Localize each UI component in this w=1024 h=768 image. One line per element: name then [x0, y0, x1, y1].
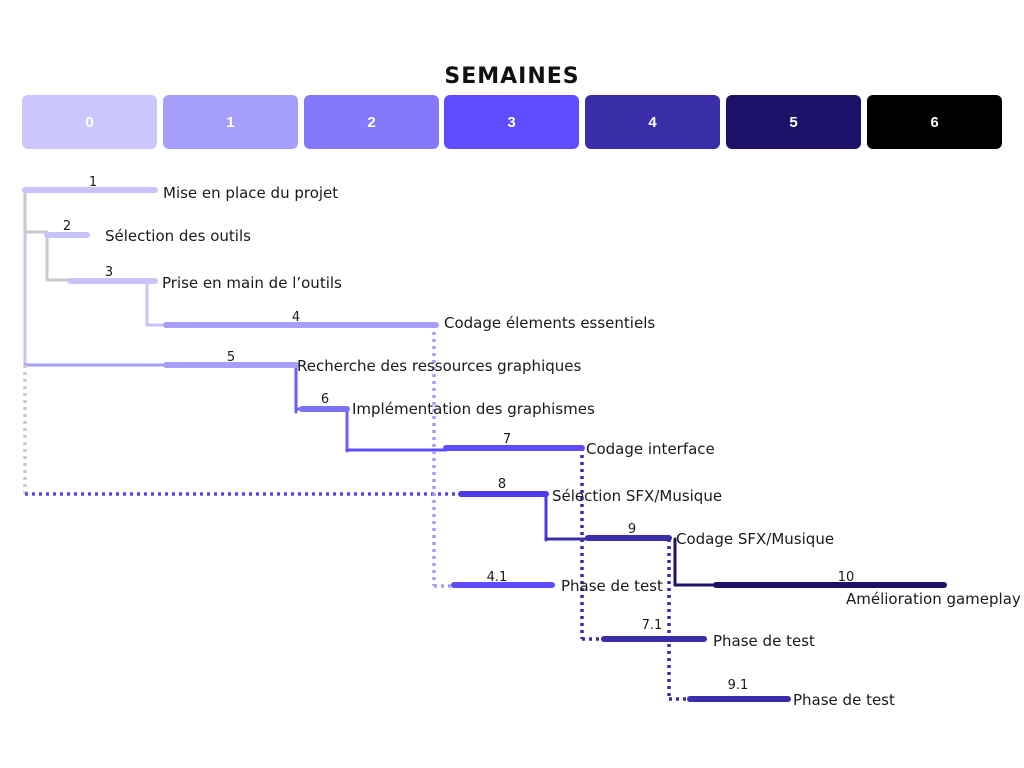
week-2-cell: 2 — [304, 95, 439, 149]
task-label-7-1: Phase de test — [713, 632, 815, 650]
task-number-2: 2 — [63, 219, 71, 234]
task-label-2: Sélection des outils — [105, 227, 251, 245]
task-number-9: 9 — [628, 522, 636, 537]
task-number-7: 7 — [503, 432, 511, 447]
task-number-6: 6 — [321, 392, 329, 407]
task-number-4-1: 4.1 — [487, 570, 508, 585]
task-label-8: Sélection SFX/Musique — [552, 487, 722, 505]
task-label-4-1: Phase de test — [561, 577, 663, 595]
task-label-3: Prise en main de l’outils — [162, 274, 342, 292]
task-number-1: 1 — [89, 175, 97, 190]
task-label-4: Codage élements essentiels — [444, 314, 655, 332]
task-label-10: Amélioration gameplay — [846, 590, 1021, 608]
task-number-3: 3 — [105, 265, 113, 280]
task-label-7: Codage interface — [586, 440, 715, 458]
task-number-8: 8 — [498, 477, 506, 492]
task-number-5: 5 — [227, 350, 235, 365]
task-number-7-1: 7.1 — [642, 618, 663, 633]
task-number-4: 4 — [292, 310, 300, 325]
week-0-cell: 0 — [22, 95, 157, 149]
task-label-1: Mise en place du projet — [163, 184, 338, 202]
task-label-6: Implémentation des graphismes — [352, 400, 595, 418]
task-label-5: Recherche des ressources graphiques — [297, 357, 581, 375]
week-1-cell: 1 — [163, 95, 298, 149]
week-6-cell: 6 — [867, 95, 1002, 149]
task-label-9-1: Phase de test — [793, 691, 895, 709]
task-label-9: Codage SFX/Musique — [676, 530, 834, 548]
week-3-cell: 3 — [444, 95, 579, 149]
task-number-9-1: 9.1 — [728, 678, 749, 693]
task-number-10: 10 — [838, 570, 855, 585]
chart-title: SEMAINES — [444, 64, 580, 89]
week-4-cell: 4 — [585, 95, 720, 149]
week-5-cell: 5 — [726, 95, 861, 149]
